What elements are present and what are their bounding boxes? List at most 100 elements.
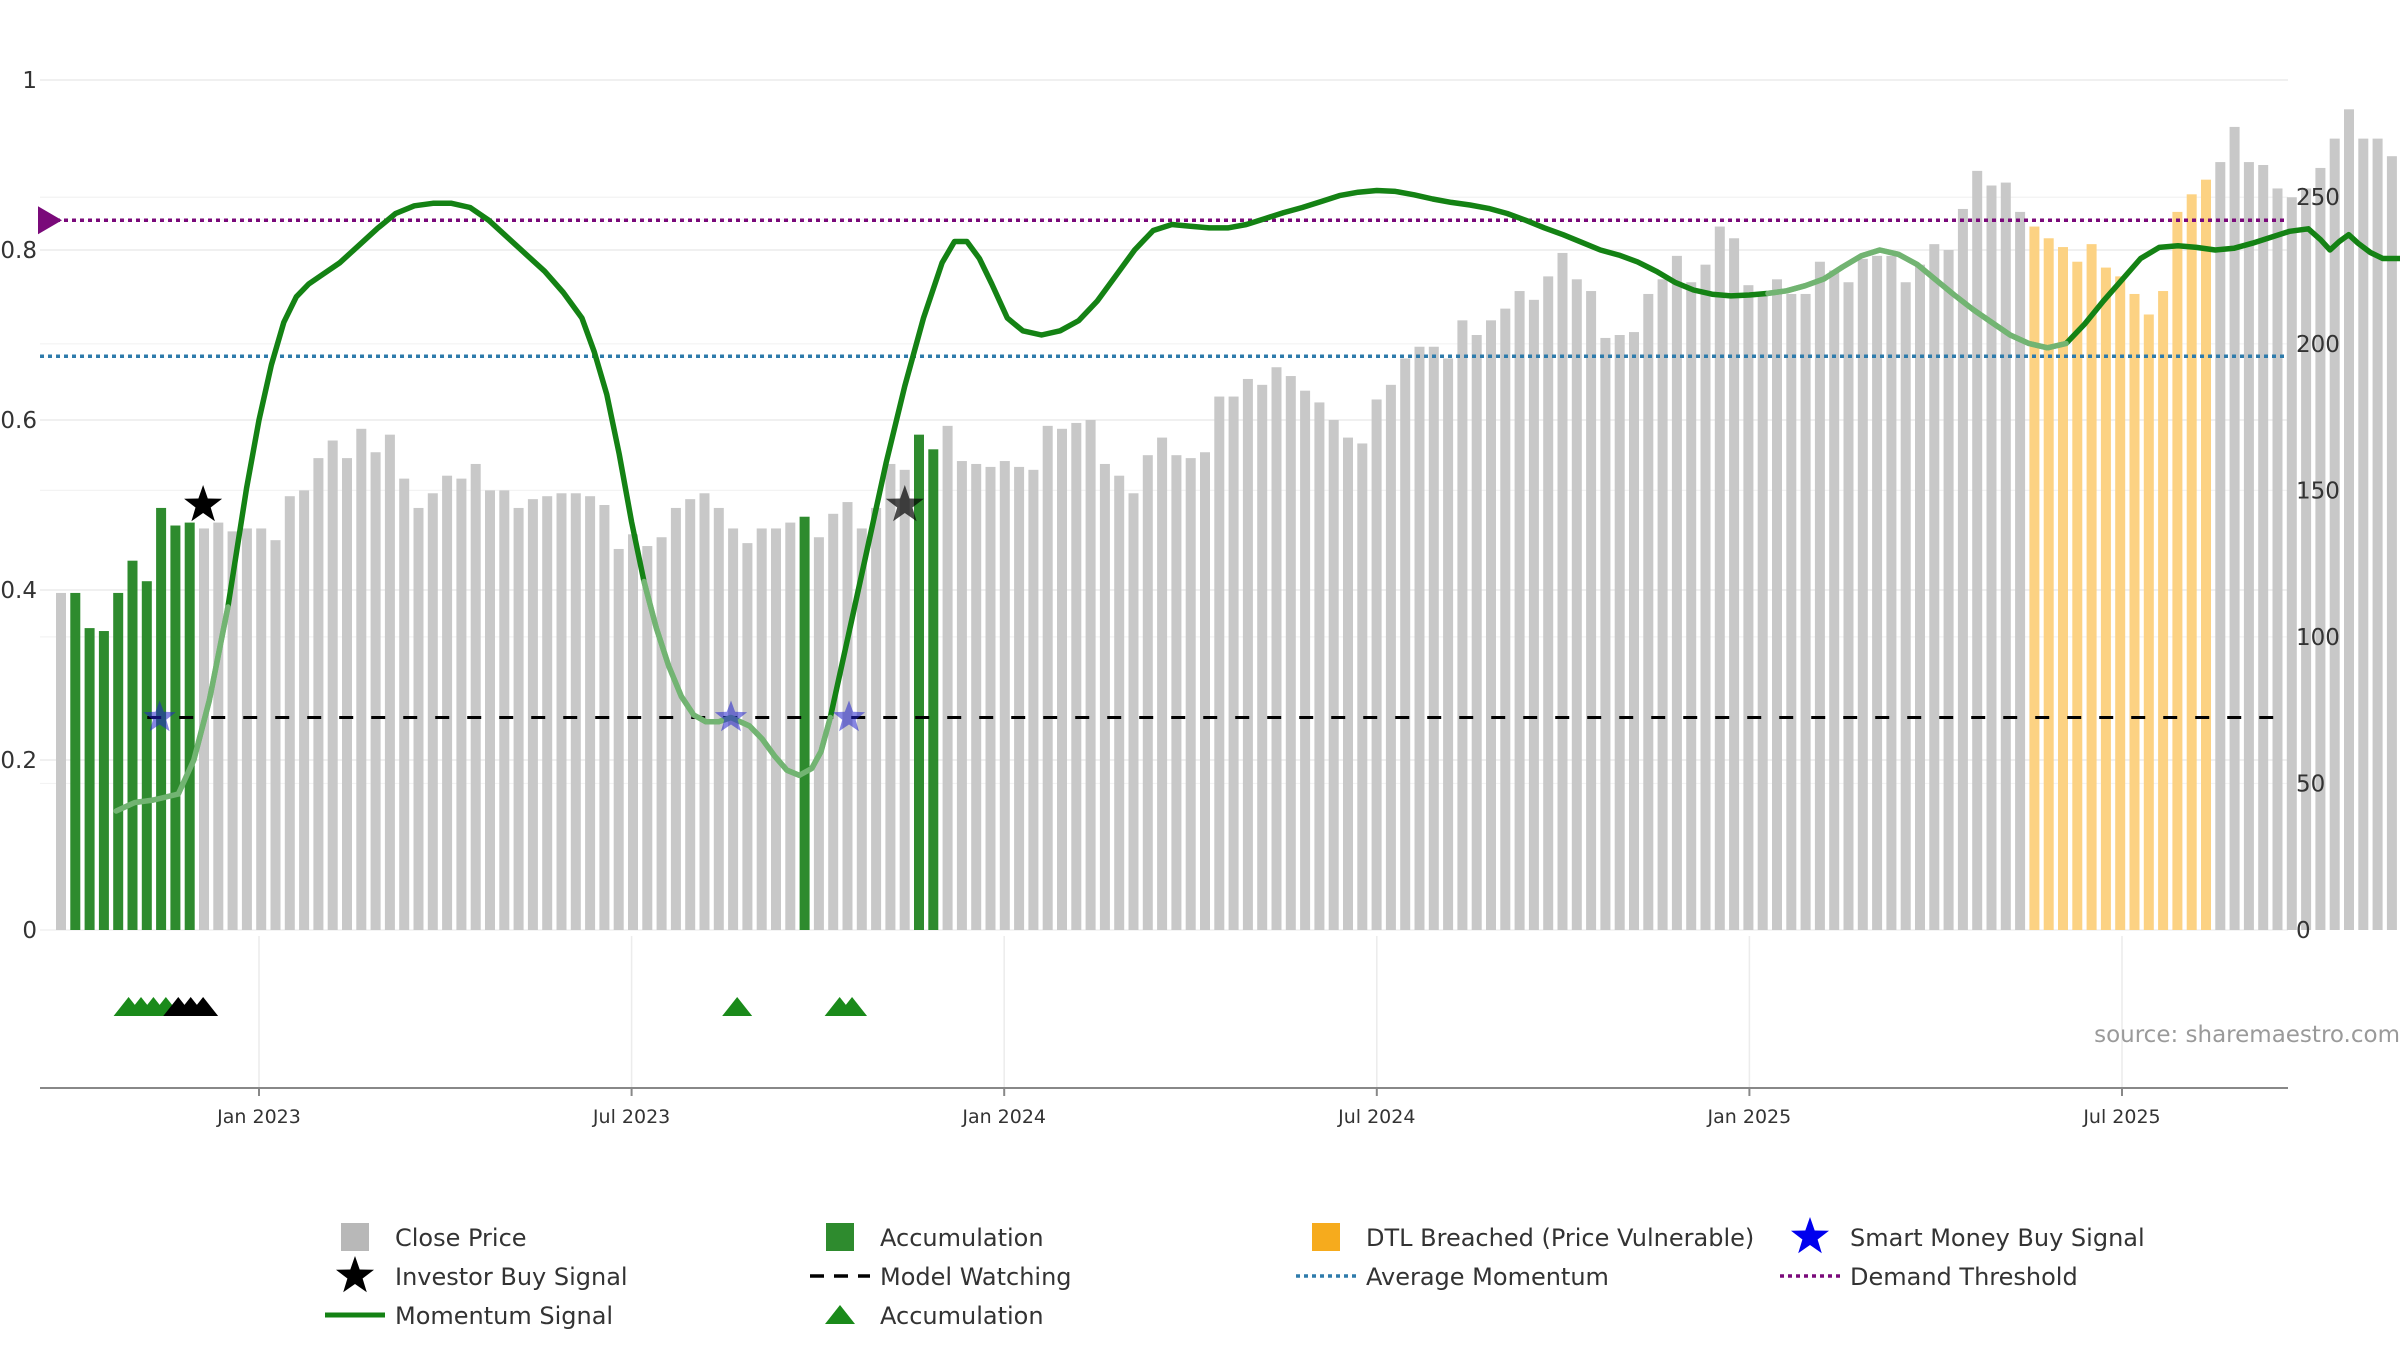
price-bar: [2358, 138, 2369, 930]
price-bar: [227, 531, 238, 930]
x-axis-tick-label: Jan 2025: [1707, 1106, 1792, 1128]
price-bar: [1743, 285, 1754, 930]
price-bar: [1314, 402, 1325, 930]
price-bar: [1371, 399, 1382, 930]
right-axis-tick-label: 0: [2296, 918, 2311, 944]
price-bar: [384, 434, 395, 930]
price-bar: [1514, 291, 1525, 930]
price-bar: [1557, 252, 1568, 930]
price-bar: [256, 528, 267, 930]
price-bar: [356, 428, 367, 930]
legend-label: Investor Buy Signal: [395, 1263, 628, 1291]
price-bar: [313, 458, 324, 930]
price-bar: [485, 490, 495, 930]
legend-item-accum-bar: Accumulation: [826, 1223, 1044, 1252]
legend-label: Model Watching: [880, 1263, 1072, 1291]
price-bar: [2386, 156, 2397, 930]
price-bar: [113, 592, 124, 930]
price-bar: [1614, 335, 1625, 930]
price-bar: [2258, 165, 2269, 930]
reference-lines: [38, 206, 2288, 719]
price-bar: [1872, 255, 1883, 931]
price-bar: [1228, 396, 1239, 930]
price-bar: [213, 522, 224, 930]
price-bar: [756, 528, 767, 930]
price-bar: [1629, 332, 1639, 930]
price-bar: [542, 496, 553, 930]
price-bar: [327, 440, 338, 930]
price-bar: [370, 452, 381, 930]
legend-swatch-accumulation-marker: [825, 1305, 855, 1324]
price-bar: [2143, 314, 2154, 930]
price-bar: [570, 493, 581, 930]
price-bar: [1972, 170, 1983, 931]
legend-label: Accumulation: [880, 1224, 1044, 1252]
momentum-faded-segment: [113, 604, 231, 814]
price-bar: [656, 537, 667, 930]
price-bar: [2243, 162, 2254, 930]
price-bar: [1071, 422, 1082, 930]
price-bar: [1843, 282, 1854, 930]
price-bar: [556, 493, 567, 930]
price-bar: [971, 463, 982, 930]
price-bar: [885, 463, 896, 930]
price-bar: [1915, 264, 1925, 931]
price-bar: [1300, 390, 1311, 930]
price-bar: [2329, 138, 2340, 930]
price-bar: [1142, 455, 1153, 930]
legend-label: Demand Threshold: [1850, 1263, 2078, 1291]
legend-swatch-dtl: [1312, 1223, 1340, 1251]
price-bar: [1571, 279, 1582, 931]
price-bar: [1443, 358, 1454, 931]
left-axis-tick-label: 0.4: [0, 578, 37, 604]
price-bar: [2372, 138, 2383, 930]
price-bar: [828, 513, 839, 930]
accumulation-marker: [722, 997, 753, 1016]
price-bar: [1986, 185, 1997, 931]
x-axis-tick-label: Jan 2023: [216, 1106, 301, 1128]
price-bar: [785, 522, 796, 930]
legend-item-close: Close Price: [341, 1223, 527, 1252]
price-bar: [1414, 346, 1425, 931]
legend-swatch-investor: [336, 1256, 374, 1293]
legend-swatch-close-price: [341, 1223, 369, 1251]
legend-item-momentum: Momentum Signal: [325, 1302, 613, 1330]
right-axis-tick-label: 250: [2296, 185, 2340, 211]
price-bar: [70, 592, 81, 930]
price-bar: [2315, 167, 2326, 930]
legend-item-demand: Demand Threshold: [1780, 1263, 2078, 1291]
price-bar: [2229, 126, 2240, 931]
price-bar: [1686, 282, 1697, 930]
price-bar: [98, 631, 109, 930]
price-bar: [1214, 396, 1225, 930]
right-axis-tick-label: 200: [2296, 332, 2340, 358]
legend-label: Smart Money Buy Signal: [1850, 1224, 2145, 1252]
legend-label: DTL Breached (Price Vulnerable): [1366, 1224, 1754, 1252]
price-bar: [427, 493, 438, 930]
price-bar: [1014, 466, 1025, 930]
source-label: source: sharemaestro.com: [2094, 1022, 2400, 1048]
price-bars: [56, 109, 2397, 931]
price-bar: [1099, 463, 1110, 930]
price-bar: [141, 581, 152, 930]
price-bar: [184, 522, 195, 930]
price-bar: [1643, 293, 1654, 930]
legend-label: Accumulation: [880, 1302, 1044, 1330]
investor-buy-signal: [184, 485, 223, 522]
price-bar: [2043, 238, 2054, 930]
price-bar: [1657, 279, 1668, 931]
price-bar: [299, 490, 310, 930]
price-bar: [871, 507, 882, 930]
price-bar: [2186, 194, 2197, 930]
price-bar: [2301, 188, 2312, 931]
legend: Close Price Accumulation DTL Breached (Pri…: [325, 1217, 2145, 1330]
x-axis-tick-label: Jul 2023: [592, 1106, 670, 1128]
left-axis-tick-label: 0.8: [0, 238, 37, 264]
demand-threshold-marker: [38, 206, 62, 235]
price-bar: [513, 507, 524, 930]
momentum-lines: [113, 187, 2400, 814]
smart-money-buy-signal: [832, 700, 866, 732]
price-bar: [1714, 226, 1725, 930]
legend-item-accum-tri: Accumulation: [825, 1302, 1044, 1330]
